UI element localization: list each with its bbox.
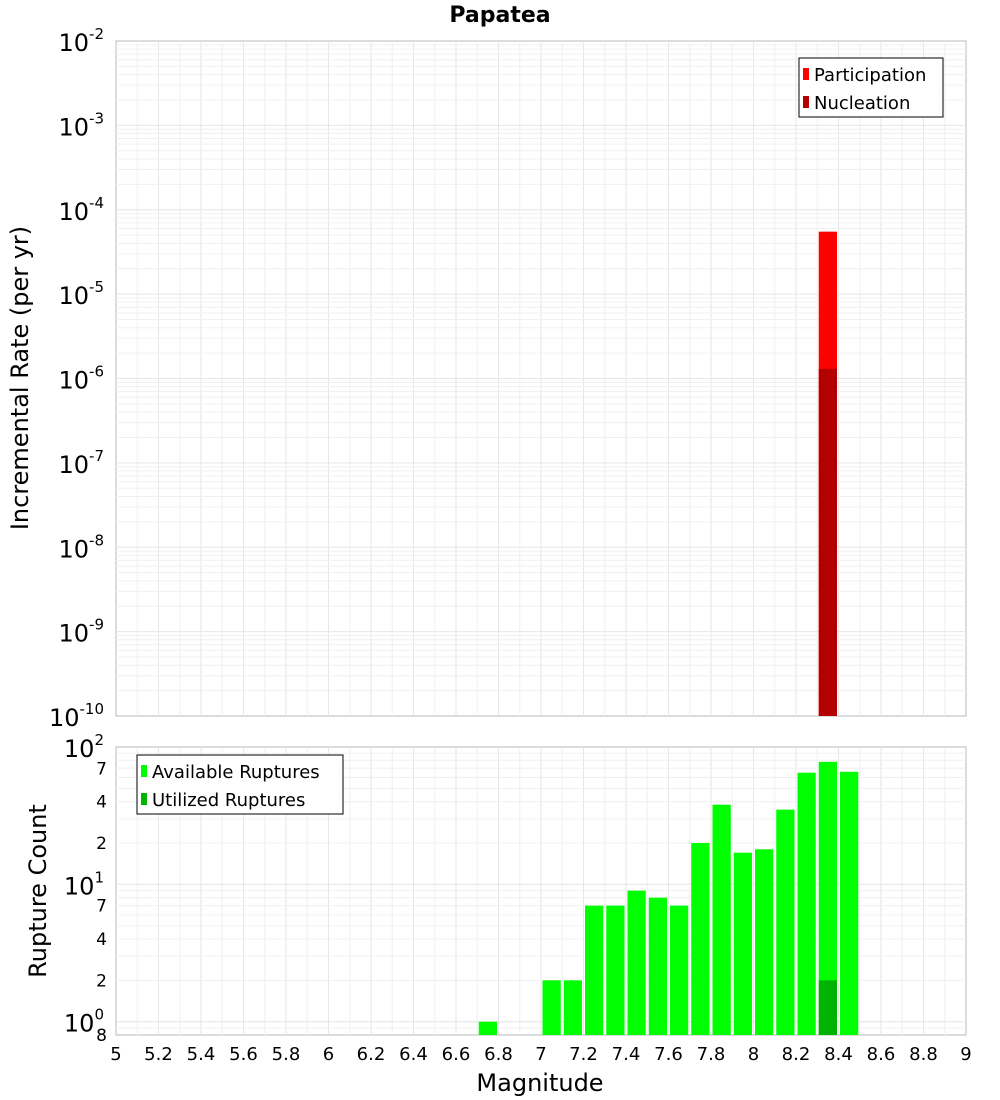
x-tick-label: 6.4 [399,1044,428,1065]
x-tick-label: 5.8 [272,1044,301,1065]
x-tick-label: 7.6 [654,1044,683,1065]
y-tick-label: 10-7 [58,447,104,479]
available-ruptures-bar [776,809,795,1035]
legend-box [798,57,944,118]
x-tick-label: 5.2 [144,1044,173,1065]
x-tick-label: 8.8 [909,1044,938,1065]
x-tick-label: 6.8 [484,1044,513,1065]
y-tick-labels: 10-10 10-9 10-8 10-7 10-6 10-5 10-4 10-3 10-2 [49,25,104,732]
x-tick-label: 7 [535,1044,546,1065]
y-tick-label: 7 [96,897,107,917]
chart-title: Papatea [449,3,550,28]
available-ruptures-bar [691,843,710,1035]
rate-y-axis-label: Incremental Rate (per yr) [6,226,34,530]
x-tick-label: 8.2 [782,1044,811,1065]
available-ruptures-bar [606,905,625,1035]
bars [818,231,837,716]
nucleation-bar [818,368,837,716]
legend: Participation Nucleation [798,57,944,118]
x-tick-label: 9 [960,1044,971,1065]
y-tick-label: 10-3 [58,109,104,141]
available-ruptures-bar [840,771,859,1035]
legend-label: Participation [814,65,926,86]
legend-swatch [803,96,809,108]
legend-label: Utilized Ruptures [152,790,305,811]
x-tick-label: 5.6 [229,1044,258,1065]
available-ruptures-bar [797,772,816,1035]
legend-swatch [141,793,147,805]
y-tick-label: 102 [64,731,104,763]
available-ruptures-bar [818,761,837,1035]
available-ruptures-bar [755,849,774,1035]
x-tick-label: 8.6 [867,1044,896,1065]
bars [478,761,859,1035]
y-tick-label: 10-8 [58,531,104,563]
y-tick-label: 101 [64,868,104,900]
x-tick-label: 7.8 [697,1044,726,1065]
x-tick-label: 7.4 [612,1044,641,1065]
y-tick-label: 100 [64,1006,104,1038]
y-tick-label: 7 [96,759,107,779]
x-tick-label: 8 [748,1044,759,1065]
legend: Available Ruptures Utilized Ruptures [136,754,344,815]
x-tick-label: 7.2 [569,1044,598,1065]
x-tick-label: 6.2 [357,1044,386,1065]
y-tick-label: 10-2 [58,25,104,57]
available-ruptures-bar [478,1021,497,1035]
legend-swatch [803,68,809,80]
legend-label: Nucleation [814,93,910,114]
x-tick-label: 6.6 [442,1044,471,1065]
available-ruptures-bar [585,905,604,1035]
y-tick-label: 2 [96,971,107,991]
available-ruptures-bar [542,980,561,1035]
available-ruptures-bar [733,852,752,1035]
y-tick-label: 4 [96,930,107,950]
available-ruptures-bar [648,897,667,1035]
y-tick-label: 10-10 [49,700,104,732]
legend-swatch [141,765,147,777]
y-tick-label: 8 [96,1026,107,1046]
x-tick-label: 5 [110,1044,121,1065]
x-tick-label: 8.4 [824,1044,853,1065]
y-tick-label: 10-6 [58,363,104,395]
available-ruptures-bar [627,890,646,1035]
legend-box [136,754,344,815]
y-tick-label: 10-4 [58,194,104,226]
available-ruptures-bar [670,905,689,1035]
count-y-axis-label: Rupture Count [24,804,52,978]
available-ruptures-bar [712,804,731,1035]
x-tick-label: 6 [323,1044,334,1065]
y-tick-label: 4 [96,793,107,813]
x-tick-labels: 5 5.2 5.4 5.6 5.8 6 6.2 6.4 6.6 6.8 7 7.2 7.4 7.6 7.8 8… [110,1044,971,1065]
utilized-ruptures-bar [818,980,837,1035]
y-tick-label: 10-5 [58,278,104,310]
y-tick-label: 10-9 [58,616,104,648]
x-tick-label: 5.4 [187,1044,216,1065]
legend-label: Available Ruptures [152,762,320,783]
y-tick-label: 2 [96,834,107,854]
magnitude-x-axis-label: Magnitude [476,1069,603,1097]
rate-panel: 10-10 10-9 10-8 10-7 10-6 10-5 10-4 10-3 10-2 Par… [49,25,967,732]
available-ruptures-bar [563,980,582,1035]
